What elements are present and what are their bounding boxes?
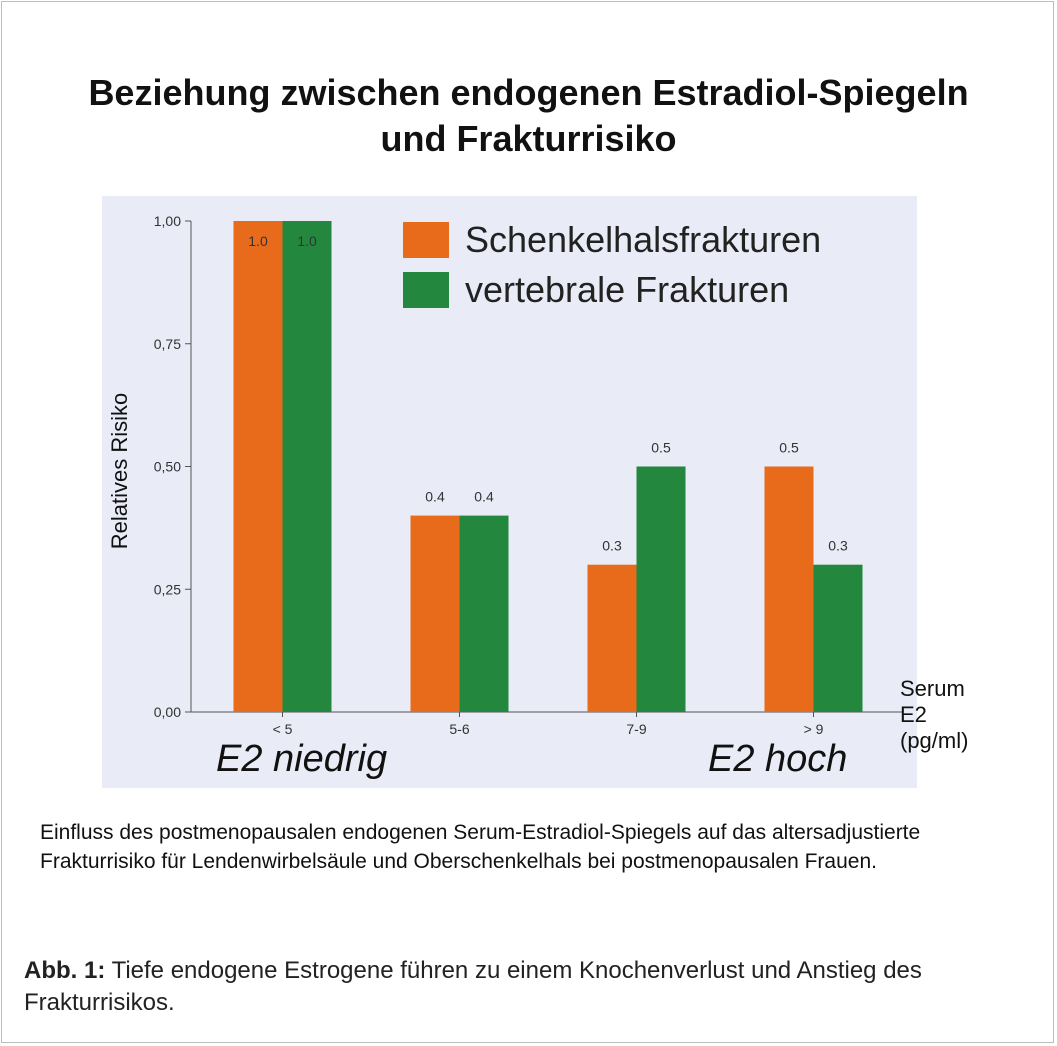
bar	[282, 221, 332, 712]
data-label: 0.5	[651, 440, 671, 456]
y-tick-label: 0,75	[154, 336, 181, 352]
bar	[459, 515, 509, 712]
x-tick-label: 7-9	[626, 721, 646, 737]
legend-swatch-vertebral	[403, 272, 449, 308]
x-tick-label: 5-6	[449, 721, 469, 737]
chart-title-line-2: und Frakturrisiko	[380, 118, 677, 159]
data-label: 0.4	[425, 489, 445, 505]
legend-swatch-schenkelhals	[403, 222, 449, 258]
legend-item-schenkelhals: Schenkelhalsfrakturen	[403, 219, 822, 260]
data-label: 0.5	[779, 440, 799, 456]
chart-title-line-1: Beziehung zwischen endogenen Estradiol-S…	[88, 72, 969, 113]
x-axis-unit-label: Serum E2 (pg/ml)	[900, 676, 968, 754]
caption-label: Abb. 1:	[24, 957, 106, 984]
x-axis-unit-line-1: Serum	[900, 676, 965, 701]
bar	[233, 221, 283, 712]
data-label: 1.0	[248, 233, 268, 249]
bar	[636, 466, 686, 712]
y-tick-label: 1,00	[154, 213, 181, 229]
legend-label-vertebral: vertebrale Frakturen	[465, 269, 790, 310]
legend-label-schenkelhals: Schenkelhalsfrakturen	[465, 219, 822, 260]
data-label: 0.4	[474, 489, 494, 505]
figure-caption: Abb. 1: Tiefe endogene Estrogene führen …	[24, 955, 1024, 1019]
x-axis-unit-line-2: E2	[900, 702, 927, 727]
annotation-e2-high: E2 hoch	[708, 738, 848, 780]
y-tick-label: 0,00	[154, 704, 181, 720]
data-label: 0.3	[602, 538, 622, 554]
bar	[764, 466, 814, 712]
y-tick-label: 0,25	[154, 581, 181, 597]
figure-description: Einfluss des postmenopausalen endogenen …	[40, 821, 921, 873]
bar	[410, 515, 460, 712]
y-tick-label: 0,50	[154, 459, 181, 475]
chart-title: Beziehung zwischen endogenen Estradiol-S…	[0, 70, 1057, 162]
annotation-e2-low: E2 niedrig	[216, 738, 388, 780]
x-tick-label: < 5	[273, 721, 293, 737]
x-tick-label: > 9	[804, 721, 824, 737]
x-axis-unit-line-3: (pg/ml)	[900, 728, 969, 753]
bar	[587, 564, 637, 712]
bar	[813, 564, 863, 712]
caption-text: Tiefe endogene Estrogene führen zu einem…	[24, 957, 922, 1016]
y-axis-label: Relatives Risiko	[107, 392, 132, 550]
data-label: 0.3	[828, 538, 848, 554]
data-label: 1.0	[297, 233, 317, 249]
legend-item-vertebral: vertebrale Frakturen	[403, 269, 790, 310]
